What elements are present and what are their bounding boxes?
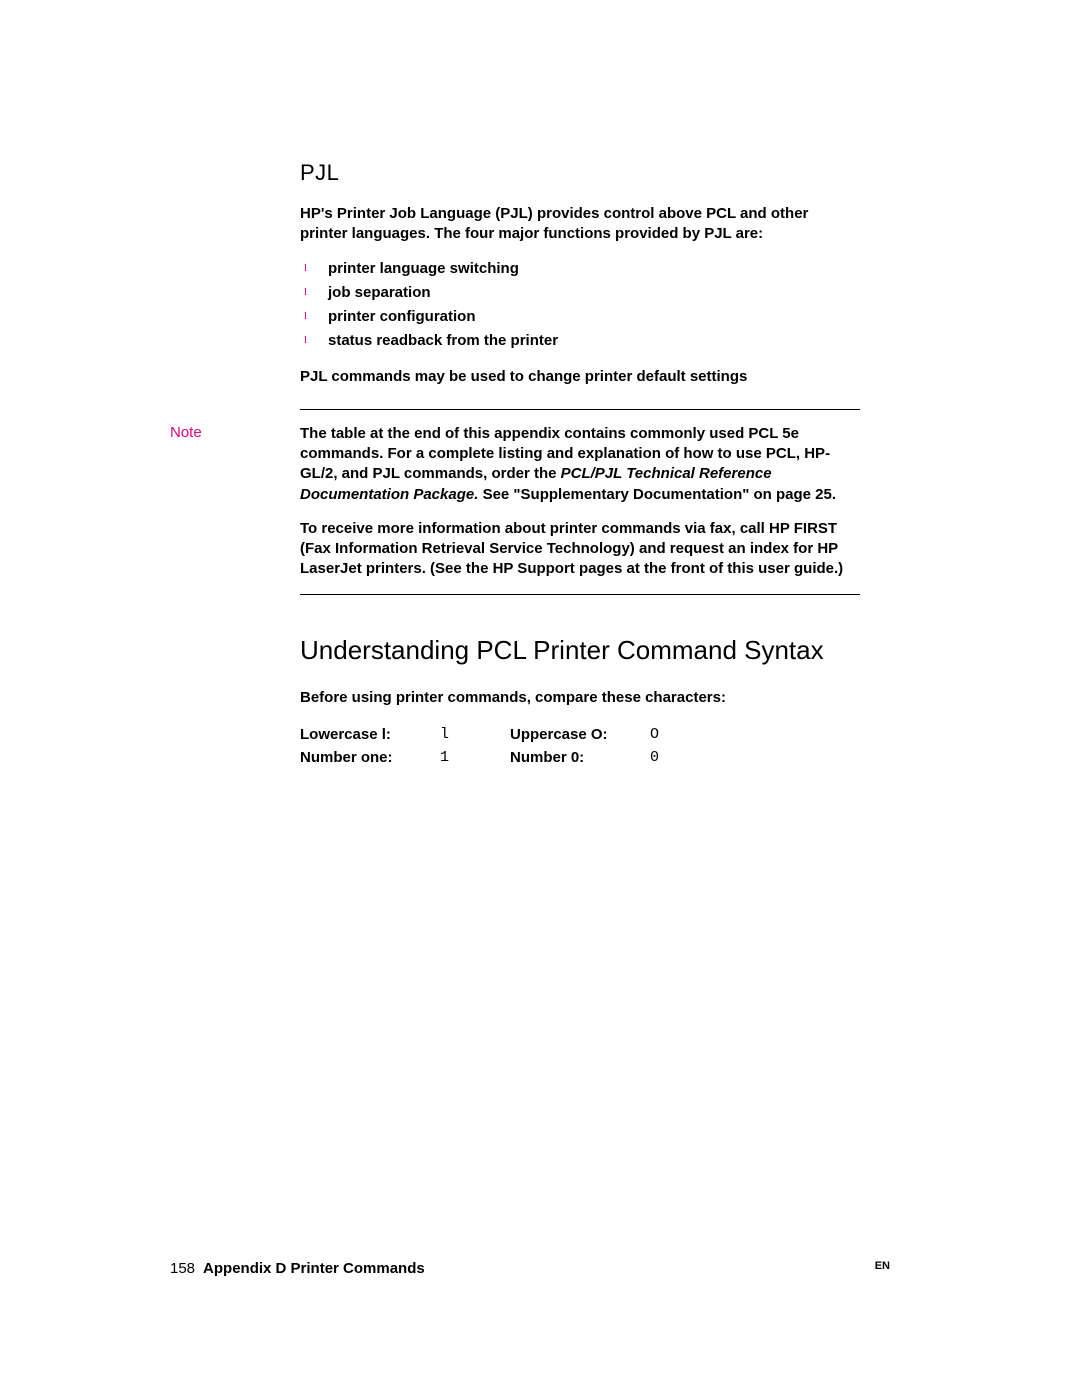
bullet-item: job separation [300,281,860,305]
cell-label: Lowercase l: [300,726,440,743]
character-comparison-table: Lowercase l: l Uppercase O: O Number one… [300,726,860,766]
main-column: PJL HP's Printer Job Language (PJL) prov… [300,160,860,766]
after-bullets-paragraph: PJL commands may be used to change print… [300,367,860,387]
page-content: PJL HP's Printer Job Language (PJL) prov… [170,160,890,772]
note-text-run: See "Supplementary Documentation" on pag… [483,486,836,503]
bullet-list: printer language switching job separatio… [300,257,860,353]
cell-value: 1 [440,749,510,766]
cell-label: Uppercase O: [510,726,650,743]
cell-value: O [650,726,720,743]
note-block: Note The table at the end of this append… [300,409,860,595]
bullet-item: status readback from the printer [300,329,860,353]
note-paragraph-2: To receive more information about printe… [300,519,860,580]
cell-value: 0 [650,749,720,766]
cell-value: l [440,726,510,743]
cell-label: Number one: [300,749,440,766]
bullet-item: printer configuration [300,305,860,329]
footer-lang: EN [875,1260,890,1277]
section-heading-pjl: PJL [300,160,860,186]
table-row: Number one: 1 Number 0: 0 [300,749,860,766]
page-footer: 158 Appendix D Printer Commands EN [170,1260,890,1277]
note-label: Note [170,424,202,441]
syntax-intro: Before using printer commands, compare t… [300,688,860,708]
section-heading-syntax: Understanding PCL Printer Command Syntax [300,635,860,666]
page-number: 158 [170,1260,195,1277]
note-paragraph-1: The table at the end of this appendix co… [300,424,860,505]
intro-paragraph: HP's Printer Job Language (PJL) provides… [300,204,860,245]
table-row: Lowercase l: l Uppercase O: O [300,726,860,743]
bullet-item: printer language switching [300,257,860,281]
cell-label: Number 0: [510,749,650,766]
footer-title: Appendix D Printer Commands [203,1260,875,1277]
